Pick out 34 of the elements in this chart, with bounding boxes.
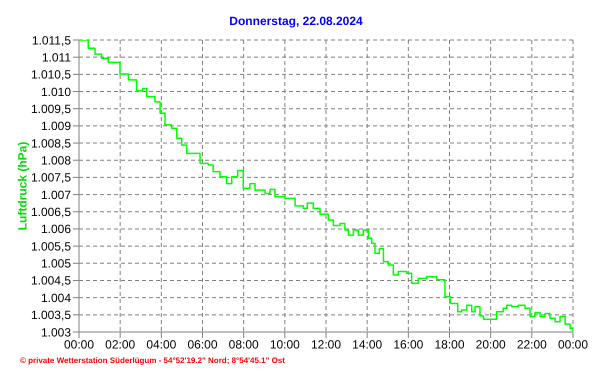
x-tick-label: 08:00 (228, 338, 260, 352)
x-tick-label: 06:00 (187, 338, 218, 352)
y-tick-label: 1.005 (40, 256, 72, 271)
y-tick-label: 1.008,5 (30, 136, 72, 150)
x-tick-label: 18:00 (434, 338, 465, 352)
x-tick-label: 02:00 (105, 338, 136, 352)
y-tick-label: 1.010,5 (30, 68, 72, 82)
y-tick-label: 1.003,5 (30, 308, 72, 322)
y-tick-label: 1.006 (40, 222, 72, 236)
y-tick-label: 1.010 (40, 84, 72, 99)
x-tick-label: 00:00 (558, 338, 588, 352)
chart-title: Donnerstag, 22.08.2024 (228, 14, 364, 28)
text: © private Wetterstation Süderlügum - 54°52'19.2" Nord; 8°54'45.1" Ost (20, 356, 285, 365)
y-tick-label: 1.011 (42, 50, 72, 64)
x-tick-label: 20:00 (476, 338, 506, 352)
y-tick-label: 1.006,5 (30, 205, 72, 220)
y-tick-label: 1.003 (40, 325, 72, 340)
y-tick-label: 1.004,5 (30, 274, 72, 288)
y-tick-label: 1.008 (40, 153, 72, 168)
x-tick-label: 12:00 (310, 338, 342, 352)
y-tick-label: 1.007 (40, 188, 72, 202)
y-tick-label: 1.007,5 (30, 170, 72, 185)
y-tick-label: 1.005,5 (30, 239, 72, 254)
y-tick-label: 1.004 (40, 290, 72, 305)
y-tick-label: 1.009,5 (30, 102, 72, 116)
y-axis-title: Luftdruck (hPa) (15, 142, 30, 230)
x-tick-label: 22:00 (516, 338, 548, 352)
y-tick-label: 1.009 (40, 119, 72, 134)
x-tick-label: 04:00 (146, 338, 177, 352)
x-tick-label: 00:00 (64, 338, 94, 352)
x-tick-label: 10:00 (270, 338, 300, 352)
y-tick-label: 1.011,5 (32, 33, 72, 48)
x-tick-label: 16:00 (393, 338, 424, 352)
x-tick-label: 14:00 (352, 338, 383, 352)
